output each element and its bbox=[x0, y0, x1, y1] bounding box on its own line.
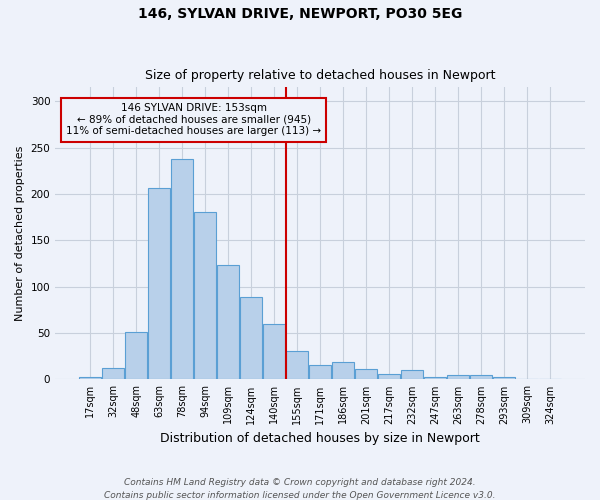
Y-axis label: Number of detached properties: Number of detached properties bbox=[15, 146, 25, 321]
Bar bbox=[148, 188, 170, 380]
Bar bbox=[125, 332, 147, 380]
Bar bbox=[470, 375, 492, 380]
Title: Size of property relative to detached houses in Newport: Size of property relative to detached ho… bbox=[145, 69, 496, 82]
Bar bbox=[240, 297, 262, 380]
Bar bbox=[217, 266, 239, 380]
X-axis label: Distribution of detached houses by size in Newport: Distribution of detached houses by size … bbox=[160, 432, 480, 445]
Bar bbox=[493, 376, 515, 380]
Bar bbox=[286, 350, 308, 380]
Bar bbox=[171, 158, 193, 380]
Bar bbox=[447, 375, 469, 380]
Bar bbox=[263, 324, 285, 380]
Text: Contains HM Land Registry data © Crown copyright and database right 2024.
Contai: Contains HM Land Registry data © Crown c… bbox=[104, 478, 496, 500]
Bar bbox=[79, 376, 101, 380]
Bar bbox=[378, 374, 400, 380]
Bar bbox=[102, 368, 124, 380]
Text: 146 SYLVAN DRIVE: 153sqm
← 89% of detached houses are smaller (945)
11% of semi-: 146 SYLVAN DRIVE: 153sqm ← 89% of detach… bbox=[66, 103, 321, 136]
Bar bbox=[194, 212, 216, 380]
Bar bbox=[332, 362, 354, 380]
Bar bbox=[424, 376, 446, 380]
Bar bbox=[355, 369, 377, 380]
Bar bbox=[401, 370, 423, 380]
Bar bbox=[309, 364, 331, 380]
Bar bbox=[516, 378, 538, 380]
Text: 146, SYLVAN DRIVE, NEWPORT, PO30 5EG: 146, SYLVAN DRIVE, NEWPORT, PO30 5EG bbox=[138, 8, 462, 22]
